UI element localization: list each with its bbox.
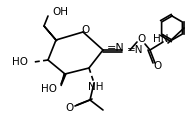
Text: HO: HO bbox=[41, 84, 57, 94]
Text: =N: =N bbox=[127, 45, 144, 55]
Text: O: O bbox=[138, 34, 146, 44]
Text: O: O bbox=[82, 25, 90, 35]
Text: =N: =N bbox=[107, 43, 125, 53]
Text: OH: OH bbox=[52, 7, 68, 17]
Text: NH: NH bbox=[88, 82, 104, 92]
Text: O: O bbox=[153, 61, 161, 71]
Polygon shape bbox=[61, 74, 66, 86]
Text: HN: HN bbox=[153, 34, 169, 44]
Text: HO: HO bbox=[12, 57, 28, 67]
Polygon shape bbox=[44, 26, 57, 41]
Text: O: O bbox=[65, 103, 73, 113]
